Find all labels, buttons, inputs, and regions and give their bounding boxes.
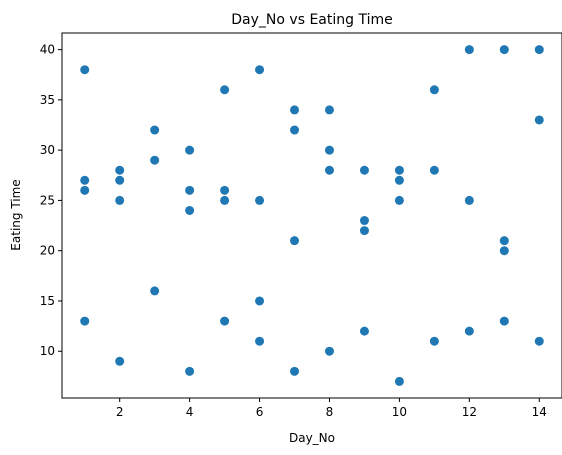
data-point	[464, 195, 474, 205]
data-point	[324, 165, 334, 175]
data-point	[185, 366, 195, 376]
data-point	[80, 175, 90, 185]
y-tick-label: 25	[40, 193, 55, 207]
data-point	[464, 45, 474, 55]
data-point	[359, 226, 369, 236]
data-point	[220, 185, 230, 195]
data-point	[534, 336, 544, 346]
data-point	[359, 326, 369, 336]
data-point	[255, 65, 265, 75]
data-point	[324, 105, 334, 115]
x-tick-label: 14	[532, 405, 547, 419]
y-tick-label: 15	[40, 294, 55, 308]
chart-title: Day_No vs Eating Time	[231, 12, 392, 28]
y-tick-label: 30	[40, 143, 55, 157]
data-point	[429, 336, 439, 346]
data-points	[80, 45, 544, 386]
data-point	[255, 195, 265, 205]
data-point	[220, 195, 230, 205]
data-point	[115, 175, 125, 185]
data-point	[150, 155, 160, 165]
data-point	[394, 165, 404, 175]
data-point	[185, 185, 195, 195]
data-point	[255, 296, 265, 306]
data-point	[499, 236, 509, 246]
x-tick-label: 12	[462, 405, 477, 419]
x-tick-label: 4	[186, 405, 194, 419]
x-axis-ticks: 2 4 6 8 10 12 14	[116, 398, 547, 419]
x-tick-label: 2	[116, 405, 124, 419]
data-point	[499, 316, 509, 326]
y-tick-label: 10	[40, 344, 55, 358]
data-point	[324, 145, 334, 155]
y-axis-label: Eating Time	[9, 179, 23, 250]
data-point	[220, 316, 230, 326]
data-point	[394, 175, 404, 185]
data-point	[290, 105, 300, 115]
data-point	[464, 326, 474, 336]
x-tick-label: 8	[326, 405, 334, 419]
data-point	[115, 195, 125, 205]
data-point	[429, 85, 439, 95]
data-point	[115, 356, 125, 366]
y-axis-ticks: 10 15 20 25 30 35 40	[40, 43, 62, 358]
data-point	[499, 246, 509, 256]
data-point	[290, 366, 300, 376]
data-point	[150, 125, 160, 135]
x-axis-label: Day_No	[289, 431, 335, 445]
y-tick-label: 40	[40, 43, 55, 57]
data-point	[359, 165, 369, 175]
data-point	[80, 65, 90, 75]
y-tick-label: 20	[40, 244, 55, 258]
data-point	[80, 185, 90, 195]
x-tick-label: 10	[392, 405, 407, 419]
data-point	[220, 85, 230, 95]
data-point	[80, 316, 90, 326]
data-point	[394, 195, 404, 205]
data-point	[290, 125, 300, 135]
data-point	[359, 216, 369, 226]
data-point	[185, 145, 195, 155]
data-point	[290, 236, 300, 246]
data-point	[534, 115, 544, 125]
data-point	[115, 165, 125, 175]
data-point	[255, 336, 265, 346]
data-point	[150, 286, 160, 296]
data-point	[324, 346, 334, 356]
y-tick-label: 35	[40, 93, 55, 107]
data-point	[185, 205, 195, 215]
data-point	[534, 45, 544, 55]
plot-frame	[61, 32, 562, 399]
data-point	[499, 45, 509, 55]
x-tick-label: 6	[256, 405, 264, 419]
data-point	[394, 376, 404, 386]
data-point	[429, 165, 439, 175]
